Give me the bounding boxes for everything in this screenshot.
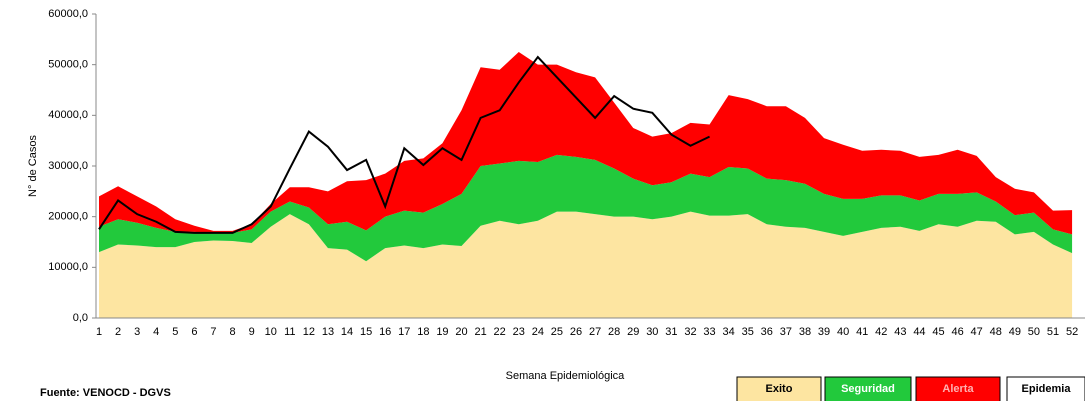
x-tick-label: 5 — [172, 326, 178, 338]
y-tick-label: 10000,0 — [48, 261, 88, 273]
legend-label: Alerta — [942, 383, 974, 395]
x-tick-label: 44 — [913, 326, 925, 338]
x-tick-label: 20 — [455, 326, 467, 338]
x-tick-label: 49 — [1009, 326, 1021, 338]
x-tick-label: 51 — [1047, 326, 1059, 338]
y-tick-label: 40000,0 — [48, 109, 88, 121]
x-tick-label: 24 — [532, 326, 544, 338]
line — [98, 55, 710, 234]
x-tick-label: 36 — [761, 326, 773, 338]
legend-label: Exito — [766, 383, 793, 395]
x-tick-label: 25 — [551, 326, 563, 338]
x-tick-label: 3 — [134, 326, 140, 338]
x-tick-label: 11 — [284, 326, 295, 338]
x-tick-label: 34 — [723, 326, 735, 338]
x-tick-label: 30 — [646, 326, 658, 338]
x-tick-label: 2 — [115, 326, 121, 338]
x-tick-label: 15 — [360, 326, 372, 338]
x-tick-label: 19 — [436, 326, 448, 338]
x-tick-label: 42 — [875, 326, 887, 338]
x-tick-label: 23 — [513, 326, 525, 338]
x-tick-label: 7 — [210, 326, 216, 338]
x-tick-label: 31 — [665, 326, 677, 338]
legend-label: Seguridad — [841, 383, 895, 395]
x-tick-label: 27 — [589, 326, 601, 338]
x-tick-label: 46 — [951, 326, 963, 338]
y-tick-label: 60000,0 — [48, 8, 88, 20]
x-axis-title: Semana Epidemiológica — [506, 370, 626, 382]
source-note: Fuente: VENOCD - DGVS — [40, 387, 171, 399]
y-tick-label: 0,0 — [73, 312, 88, 324]
x-tick-label: 33 — [703, 326, 715, 338]
x-tick-label: 16 — [379, 326, 391, 338]
x-tick-label: 9 — [249, 326, 255, 338]
area — [99, 211, 1073, 318]
x-tick-label: 41 — [856, 326, 868, 338]
x-tick-label: 17 — [398, 326, 410, 338]
y-tick-label: 50000,0 — [48, 59, 88, 71]
x-tick-label: 6 — [191, 326, 197, 338]
y-tick-label: 30000,0 — [48, 160, 88, 172]
x-tick-label: 52 — [1066, 326, 1078, 338]
x-tick-label: 29 — [627, 326, 639, 338]
x-tick-label: 38 — [799, 326, 811, 338]
legend-swatch — [915, 376, 1001, 401]
x-tick-label: 40 — [837, 326, 849, 338]
x-tick-label: 35 — [742, 326, 754, 338]
x-tick-label: 32 — [684, 326, 696, 338]
area — [99, 52, 1073, 235]
legend-swatch — [824, 376, 912, 401]
x-tick-label: 13 — [322, 326, 334, 338]
x-tick-label: 47 — [971, 326, 983, 338]
legend-swatch — [1006, 376, 1085, 401]
x-tick-label: 4 — [153, 326, 159, 338]
legend-swatch — [736, 376, 822, 401]
x-tick-label: 10 — [265, 326, 277, 338]
x-tick-label: 8 — [229, 326, 235, 338]
x-tick-label: 26 — [570, 326, 582, 338]
x-tick-label: 45 — [932, 326, 944, 338]
x-tick-label: 48 — [990, 326, 1002, 338]
x-tick-label: 22 — [494, 326, 506, 338]
legend-label: Epidemia — [1022, 383, 1072, 395]
x-tick-label: 37 — [780, 326, 792, 338]
area — [99, 154, 1073, 262]
x-tick-label: 43 — [894, 326, 906, 338]
x-tick-label: 14 — [341, 326, 353, 338]
x-tick-label: 28 — [608, 326, 620, 338]
x-tick-label: 21 — [474, 326, 486, 338]
y-axis-title: N° de Casos — [27, 135, 39, 197]
x-tick-label: 18 — [417, 326, 429, 338]
x-tick-label: 12 — [303, 326, 315, 338]
x-tick-label: 39 — [818, 326, 830, 338]
x-tick-label: 1 — [96, 326, 102, 338]
y-tick-label: 20000,0 — [48, 211, 88, 223]
x-tick-label: 50 — [1028, 326, 1040, 338]
